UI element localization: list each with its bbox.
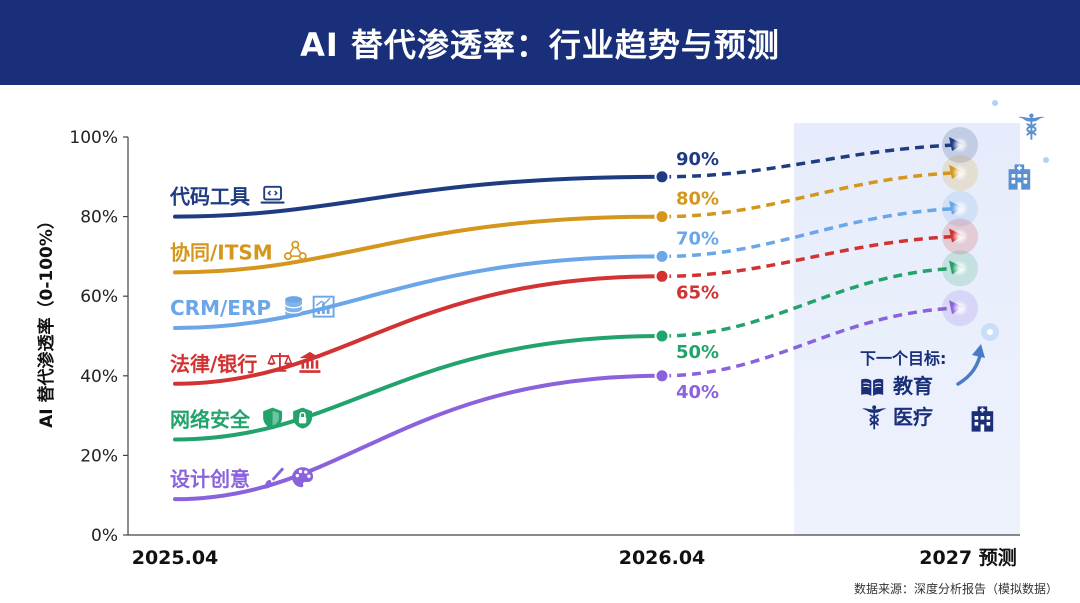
series-label: 法律/银行 bbox=[170, 352, 257, 376]
x-tick-label: 2025.04 bbox=[132, 547, 219, 569]
corner-caduceus-icon bbox=[1017, 112, 1046, 141]
data-point bbox=[654, 169, 670, 185]
y-tick-label: 20% bbox=[80, 446, 118, 466]
data-point bbox=[654, 328, 670, 344]
forecast-glow-core bbox=[952, 300, 968, 317]
next-target-arrow bbox=[956, 354, 982, 386]
data-point bbox=[654, 268, 670, 284]
sparkle-dot bbox=[987, 329, 993, 335]
data-label: 40% bbox=[676, 382, 719, 403]
next-target-annotation: 下一个目标: 教育 医疗 bbox=[860, 344, 995, 433]
series-forecast-line bbox=[661, 143, 956, 179]
next-target-arrowhead bbox=[972, 344, 985, 358]
series-icon-group bbox=[283, 240, 307, 261]
next-target-healthcare: 医疗 bbox=[893, 405, 933, 429]
database-chart-icon bbox=[284, 295, 303, 318]
x-tick-label: 2027 预测 bbox=[919, 547, 1017, 569]
series-label: 协同/ITSM bbox=[170, 240, 273, 264]
series-line bbox=[173, 174, 664, 219]
sparkle-dot bbox=[992, 100, 998, 106]
series-line bbox=[173, 334, 664, 442]
decoration-group bbox=[981, 100, 1049, 341]
y-tick-label: 100% bbox=[69, 128, 118, 148]
page-title: AI 替代渗透率：行业趋势与预测 bbox=[300, 25, 780, 64]
data-label: 65% bbox=[676, 282, 719, 303]
series-line bbox=[173, 254, 664, 331]
series-icon-group bbox=[292, 467, 314, 488]
shield-lock-icon bbox=[292, 406, 313, 430]
series-icon-group bbox=[292, 406, 313, 430]
data-label: 50% bbox=[676, 342, 719, 363]
y-axis-label: AI 替代渗透率（0-100%） bbox=[36, 212, 57, 428]
series-icon-group bbox=[284, 295, 303, 318]
series-label: 网络安全 bbox=[170, 407, 251, 431]
x-tick-label: 2026.04 bbox=[619, 547, 706, 569]
data-label: 70% bbox=[676, 228, 719, 249]
forecast-glow-core bbox=[952, 260, 968, 277]
series-line bbox=[173, 214, 664, 275]
y-tick-label: 80% bbox=[80, 208, 118, 228]
title-bar: AI 替代渗透率：行业趋势与预测 bbox=[0, 0, 1080, 85]
data-label: 80% bbox=[676, 189, 719, 210]
data-point bbox=[654, 248, 670, 264]
forecast-glow-core bbox=[952, 200, 968, 217]
series-forecast-line bbox=[661, 266, 956, 338]
brush-palette-icon bbox=[292, 467, 314, 488]
data-label: 90% bbox=[676, 149, 719, 170]
series-line bbox=[173, 274, 664, 386]
data-point bbox=[654, 368, 670, 384]
forecast-glow-core bbox=[952, 228, 968, 245]
series-forecast-line bbox=[661, 306, 956, 378]
y-tick-label: 60% bbox=[80, 287, 118, 307]
y-tick-label: 40% bbox=[80, 367, 118, 387]
series-line bbox=[173, 373, 664, 502]
next-target-education: 教育 bbox=[893, 374, 933, 398]
sparkle-dot bbox=[1043, 157, 1049, 163]
team-network-icon bbox=[283, 240, 307, 261]
forecast-glow-core bbox=[952, 164, 968, 181]
forecast-glow-core bbox=[952, 136, 968, 153]
next-target-title: 下一个目标: bbox=[860, 349, 946, 368]
series-label: CRM/ERP bbox=[170, 296, 271, 320]
y-tick-label: 0% bbox=[91, 526, 118, 546]
series-label: 代码工具 bbox=[169, 185, 250, 209]
data-source: 数据来源：深度分析报告（模拟数据） bbox=[853, 582, 1058, 596]
penetration-chart: AI 替代渗透率（0-100%） 0% 20% 40% 60% 80% 100% 2025… bbox=[36, 100, 1049, 569]
series-icon-group bbox=[260, 185, 285, 204]
laptop-code-icon bbox=[260, 185, 285, 204]
series-label: 设计创意 bbox=[170, 467, 250, 491]
data-point bbox=[654, 209, 670, 225]
